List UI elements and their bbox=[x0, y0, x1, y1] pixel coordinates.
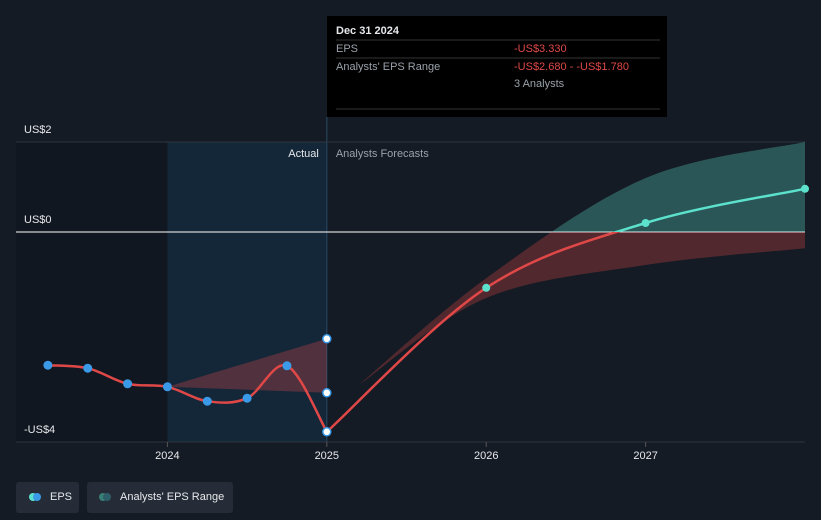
eps-point bbox=[282, 361, 292, 371]
eps-point bbox=[242, 393, 252, 403]
tooltip-date: Dec 31 2024 bbox=[336, 25, 400, 37]
actual-region bbox=[167, 142, 327, 442]
legend-swatch bbox=[103, 493, 111, 501]
forecast-label: Analysts Forecasts bbox=[336, 148, 429, 160]
x-tick-label: 2026 bbox=[474, 450, 498, 462]
tooltip-eps-label: EPS bbox=[336, 43, 358, 55]
past-region bbox=[16, 142, 168, 442]
legend-button[interactable] bbox=[16, 482, 79, 513]
x-tick-label: 2027 bbox=[633, 450, 657, 462]
eps-point bbox=[83, 363, 93, 373]
range-point bbox=[322, 388, 332, 398]
tooltip-eps-value: -US$3.330 bbox=[514, 43, 567, 55]
range-band bbox=[358, 232, 805, 385]
plot-layer bbox=[43, 142, 809, 437]
forecast-point bbox=[801, 184, 809, 193]
eps-point bbox=[123, 379, 133, 389]
range-band bbox=[167, 338, 327, 393]
eps-point bbox=[322, 427, 332, 437]
forecast-line bbox=[611, 187, 806, 232]
x-tick-label: 2024 bbox=[155, 450, 179, 462]
x-tick-label: 2025 bbox=[315, 450, 339, 462]
eps-point bbox=[43, 360, 53, 370]
tooltip-range-value: -US$2.680 - -US$1.780 bbox=[514, 61, 629, 73]
legend-label: Analysts' EPS Range bbox=[120, 491, 224, 503]
legend-swatch bbox=[33, 493, 41, 501]
tooltip: Dec 31 2024 EPS -US$3.330 Analysts' EPS … bbox=[327, 16, 667, 117]
actual-label: Actual bbox=[288, 148, 319, 160]
y-tick-label: US$2 bbox=[24, 124, 52, 136]
forecast-point bbox=[482, 283, 491, 292]
range-point bbox=[322, 334, 332, 344]
forecast-point bbox=[641, 219, 650, 227]
legend: EPS Analysts' EPS Range bbox=[16, 482, 233, 513]
tooltip-range-label: Analysts' EPS Range bbox=[336, 61, 440, 73]
y-tick-label: US$0 bbox=[24, 214, 52, 226]
legend-label: EPS bbox=[50, 491, 72, 503]
legend-button[interactable] bbox=[87, 482, 233, 513]
forecast-line bbox=[325, 232, 621, 433]
eps-point bbox=[202, 396, 212, 406]
y-tick-label: -US$4 bbox=[24, 424, 55, 436]
tooltip-box bbox=[327, 16, 667, 117]
range-band bbox=[551, 142, 805, 232]
background-layer: Actual Analysts Forecasts US$2 US$0 -US$4 202… bbox=[16, 117, 805, 462]
eps-point bbox=[162, 382, 172, 392]
tooltip-analysts: 3 Analysts bbox=[514, 78, 565, 90]
